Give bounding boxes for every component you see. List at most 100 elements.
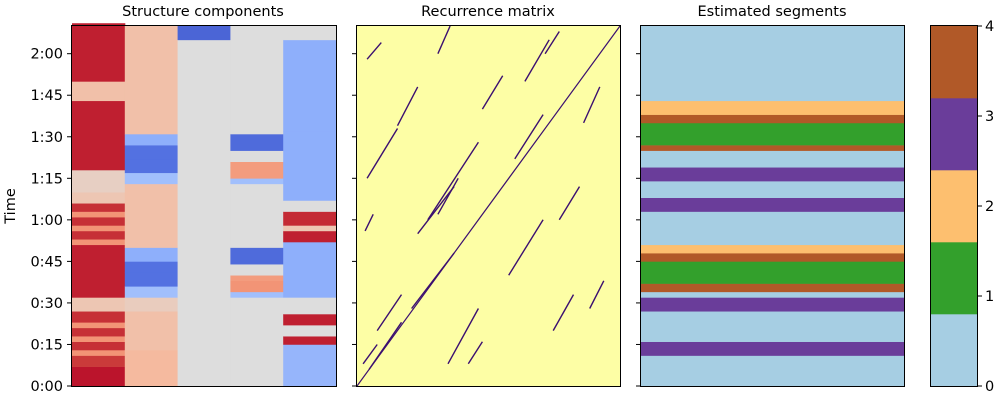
recurrence-segment: [366, 128, 399, 179]
recurrence-segment: [417, 186, 455, 235]
recurrence-segment: [481, 75, 504, 110]
panel3-y-ticks: [636, 53, 640, 387]
recurrence-segment: [447, 308, 480, 365]
segment-band-label-3: [641, 167, 904, 182]
component-band: [124, 134, 179, 146]
recurrence-segment: [558, 186, 581, 221]
component-band: [124, 311, 179, 340]
component-band: [72, 211, 126, 218]
component-band: [124, 261, 179, 273]
component-band: [72, 23, 126, 27]
segment-band-label-0: [641, 181, 904, 198]
component-band: [230, 150, 284, 162]
component-band: [72, 26, 126, 82]
recurrence-segment: [396, 86, 419, 127]
segment-band-label-2: [641, 100, 904, 115]
component-column-5: [283, 26, 337, 387]
recurrence-segment: [362, 344, 378, 365]
recurrence-segment: [427, 141, 479, 221]
component-band: [230, 167, 284, 179]
segment-band-label-2: [641, 244, 904, 254]
y-tick-label: 1:45: [30, 88, 63, 104]
component-column-3: [177, 26, 231, 387]
component-band: [283, 39, 337, 132]
component-band: [230, 161, 284, 168]
panel2-frame: [356, 25, 621, 387]
recurrence-segment: [437, 177, 459, 215]
segment-band-label-4: [641, 114, 904, 124]
segment-band-label-0: [641, 311, 904, 342]
y-tick-label: 0:00: [30, 379, 63, 395]
component-band: [283, 200, 337, 212]
colorbar-tick-label: 0: [985, 379, 994, 395]
y-tick-label: 0:45: [30, 254, 63, 270]
recurrence-segment: [514, 114, 544, 160]
component-band: [124, 297, 179, 312]
component-band: [124, 272, 179, 287]
segment-band-label-3: [641, 297, 904, 312]
component-band: [230, 264, 284, 276]
segment-band-label-3: [641, 197, 904, 212]
segment-band-label-4: [641, 145, 904, 151]
component-band: [283, 26, 337, 41]
segment-band-label-4: [641, 253, 904, 262]
segment-colorbar: 0 1 2 3 4: [930, 19, 994, 395]
y-axis-label: Time: [3, 188, 19, 225]
component-band: [230, 134, 284, 151]
y-tick-label: 1:30: [30, 130, 63, 146]
component-band: [283, 344, 337, 387]
colorbar-block-3: [931, 98, 977, 171]
component-band: [230, 26, 284, 135]
segment-band-label-4: [641, 283, 904, 293]
panel2-title: Recurrence matrix: [421, 4, 555, 20]
component-band: [177, 26, 231, 41]
component-band: [124, 172, 179, 185]
recurrence-segment: [524, 39, 550, 82]
y-tick-label: 1:00: [30, 213, 63, 229]
segment-band-label-1: [641, 122, 904, 146]
component-band: [72, 81, 126, 102]
recurrence-segment: [552, 294, 575, 331]
component-band: [124, 26, 179, 135]
recurrence-segment: [364, 213, 374, 232]
component-band: [72, 170, 126, 193]
structure-components-panel: Structure components Time 0:000:150:300:…: [3, 4, 337, 395]
component-band: [283, 211, 337, 226]
recurrence-segment: [376, 294, 403, 331]
component-band: [230, 291, 284, 298]
colorbar-block-4: [931, 26, 977, 99]
component-band: [283, 225, 337, 232]
component-band: [124, 286, 179, 298]
colorbar-ticks: 0 1 2 3 4: [977, 19, 994, 395]
component-band: [72, 239, 126, 246]
panel1-title: Structure components: [122, 4, 284, 20]
recurrence-segment: [411, 252, 455, 309]
panel2-y-ticks: [352, 53, 356, 387]
colorbar-block-2: [931, 170, 977, 243]
recurrence-segment: [508, 219, 544, 276]
colorbar-tick-label: 4: [985, 19, 994, 35]
component-band: [124, 145, 179, 160]
recurrence-segment: [467, 341, 483, 365]
colorbar-frame: [930, 25, 978, 387]
recurrence-segment: [544, 31, 560, 55]
component-band: [230, 297, 284, 387]
component-band: [72, 217, 126, 226]
component-column-1: [72, 23, 126, 387]
component-band: [177, 39, 231, 387]
segment-band-label-1: [641, 261, 904, 284]
recurrence-segment: [582, 86, 601, 124]
component-band: [283, 314, 337, 326]
recurrence-segment: [366, 42, 382, 60]
component-band: [72, 297, 126, 312]
component-band: [72, 350, 126, 356]
component-band: [72, 100, 126, 171]
y-tick-label: 0:15: [30, 337, 63, 353]
component-band: [283, 230, 337, 243]
component-band: [72, 230, 126, 240]
colorbar-blocks: [931, 26, 977, 387]
segment-band-label-0: [641, 150, 904, 168]
component-band: [124, 338, 179, 351]
component-band: [283, 131, 337, 201]
